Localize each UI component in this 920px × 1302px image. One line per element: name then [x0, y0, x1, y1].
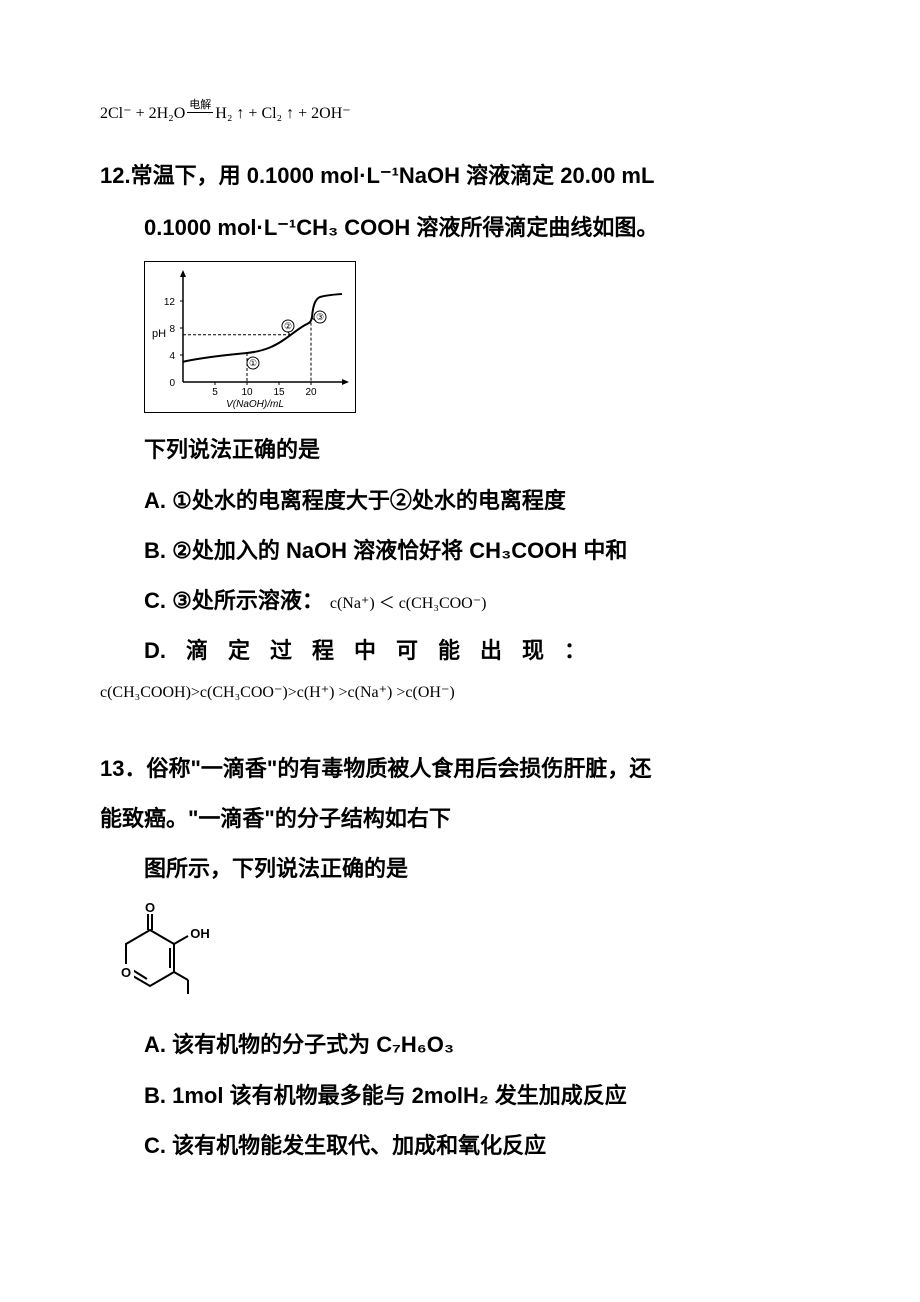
reaction-condition: 电解: [187, 100, 213, 113]
ytick-4: 4: [169, 351, 175, 362]
q12-option-d-line1: D. 滴定过程中可能出现：: [100, 628, 820, 674]
molecule-structure: O OH O: [100, 902, 220, 1012]
ring-o-label: O: [121, 965, 131, 980]
q12-option-d-formula: c(CH₃COOH)>c(CH₃COO⁻)>c(H⁺) >c(Na⁺) >c(O…: [100, 680, 820, 706]
q13-stem-line1: 13．俗称"一滴香"的有毒物质被人食用后会损伤肝脏，还: [100, 746, 820, 792]
chart-svg: 0 4 8 12 pH 5 10 15 20 V(NaOH)/mL: [145, 262, 355, 412]
xtick-5: 5: [212, 387, 218, 398]
electrolysis-equation: 2Cl⁻ + 2H₂O 电解 — H₂ ↑ + Cl₂ ↑ + 2OH⁻: [100, 100, 820, 125]
ytick-8: 8: [169, 324, 175, 335]
ketone-o-label: O: [145, 902, 155, 915]
document-page: 2Cl⁻ + 2H₂O 电解 — H₂ ↑ + Cl₂ ↑ + 2OH⁻ 12.…: [0, 0, 920, 1302]
marker-1: ①: [249, 358, 257, 368]
xlabel: V(NaOH)/mL: [226, 399, 284, 410]
q12-option-c-prefix: C. ③处所示溶液：: [144, 578, 324, 624]
marker-2: ②: [284, 321, 292, 331]
q12-stem-line2: 0.1000 mol·L⁻¹CH₃ COOH 溶液所得滴定曲线如图。: [100, 205, 820, 251]
equation-rhs: H₂ ↑ + Cl₂ ↑ + 2OH⁻: [215, 103, 350, 123]
equation-lhs: 2Cl⁻ + 2H₂O: [100, 103, 185, 123]
q12-number: 12.: [100, 163, 131, 188]
oh-label: OH: [190, 926, 210, 941]
q12-option-d-colon: ：: [564, 628, 586, 674]
molecule-svg: O OH O: [100, 902, 220, 1012]
titration-curve: [183, 294, 342, 362]
q13-number: 13．: [100, 756, 146, 781]
q13-option-c: C. 该有机物能发生取代、加成和氧化反应: [100, 1123, 820, 1169]
q12-option-a: A. ①处水的电离程度大于②处水的电离程度: [100, 478, 820, 524]
q13-option-b: B. 1mol 该有机物最多能与 2molH₂ 发生加成反应: [100, 1073, 820, 1119]
q12-stem-line1: 12.常温下，用 0.1000 mol·L⁻¹NaOH 溶液滴定 20.00 m…: [100, 153, 820, 199]
ytick-12: 12: [164, 297, 176, 308]
ytick-0: 0: [169, 378, 175, 389]
xtick-20: 20: [305, 387, 317, 398]
q12-option-c: C. ③处所示溶液： c(Na⁺) ＜ c(CH₃COO⁻): [100, 578, 820, 624]
q12-option-d-text: 滴定过程中可能出现: [186, 628, 564, 674]
q13-stem-line3: 图所示，下列说法正确的是: [100, 846, 820, 892]
q12-option-d-label: D.: [144, 628, 166, 674]
q13-option-a: A. 该有机物的分子式为 C₇H₆O₃: [100, 1022, 820, 1068]
xtick-10: 10: [241, 387, 253, 398]
reaction-arrow: 电解 —: [187, 100, 213, 125]
marker-3: ③: [316, 312, 324, 322]
q12-option-b: B. ②处加入的 NaOH 溶液恰好将 CH₃COOH 中和: [100, 528, 820, 574]
ylabel: pH: [152, 328, 166, 340]
titration-chart: 0 4 8 12 pH 5 10 15 20 V(NaOH)/mL: [144, 261, 356, 413]
q12-option-c-formula: c(Na⁺) ＜ c(CH₃COO⁻): [330, 587, 487, 621]
xtick-15: 15: [273, 387, 285, 398]
q12-substem: 下列说法正确的是: [100, 427, 820, 473]
q13-stem-line2: 能致癌。"一滴香"的分子结构如右下: [100, 796, 820, 842]
